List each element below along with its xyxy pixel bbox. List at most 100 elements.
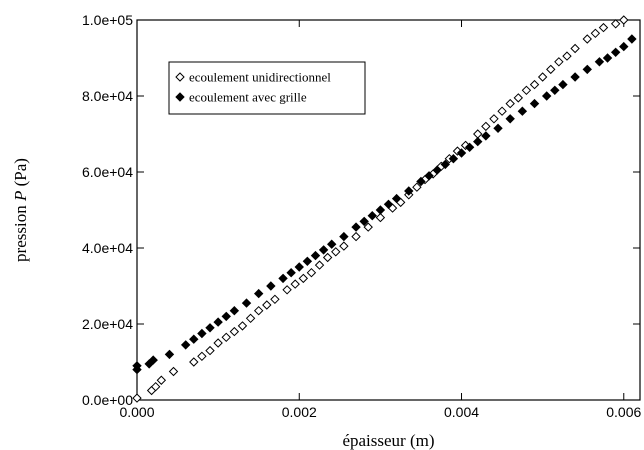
data-point: [221, 332, 231, 343]
data-point: [505, 114, 515, 124]
data-point: [150, 381, 161, 392]
data-point: [351, 231, 361, 242]
data-point: [213, 338, 223, 348]
data-point: [456, 148, 467, 158]
data-point: [627, 34, 637, 44]
data-point: [168, 366, 179, 377]
data-point: [245, 313, 256, 324]
data-point: [367, 210, 377, 221]
data-point: [537, 72, 548, 82]
series-2: [132, 34, 637, 375]
data-point: [339, 241, 349, 251]
y-tick-label: 8.0e+04: [82, 88, 133, 104]
data-point: [513, 93, 524, 103]
data-point: [318, 245, 329, 255]
x-axis-label: épaisseur (m): [342, 431, 434, 450]
data-point: [278, 273, 288, 284]
legend-label: ecoulement unidirectionnel: [189, 70, 331, 85]
y-tick-label: 4.0e+04: [82, 240, 133, 256]
data-point: [148, 355, 158, 365]
data-point: [286, 267, 296, 278]
data-point: [197, 351, 207, 362]
data-point: [619, 41, 629, 52]
data-point: [298, 273, 309, 284]
data-point: [310, 250, 321, 261]
data-point: [619, 15, 629, 25]
data-point: [493, 123, 503, 134]
data-point: [517, 106, 528, 116]
data-point: [156, 375, 167, 385]
data-point: [290, 279, 300, 289]
data-point: [554, 57, 564, 67]
y-axis-label-suffix: (Pa): [11, 158, 30, 191]
y-tick-label: 1.0e+05: [82, 12, 133, 28]
data-point: [497, 106, 507, 116]
x-tick-label: 0.004: [444, 404, 479, 420]
data-point: [213, 317, 223, 327]
data-point: [270, 294, 280, 305]
data-point: [558, 79, 568, 90]
data-point: [331, 247, 341, 257]
x-tick-label: 0.002: [282, 404, 317, 420]
legend-marker: [175, 72, 185, 82]
data-point: [322, 252, 333, 263]
data-point: [610, 47, 621, 58]
y-tick-label: 6.0e+04: [82, 164, 133, 180]
data-point: [391, 193, 402, 204]
data-point: [582, 64, 592, 75]
data-point: [306, 267, 317, 278]
y-axis-label-prefix: pression: [11, 201, 30, 262]
data-point: [375, 212, 386, 223]
data-point: [302, 256, 313, 267]
data-point: [610, 19, 621, 29]
data-point: [229, 305, 240, 316]
data-point: [582, 34, 592, 44]
data-point: [327, 239, 337, 249]
data-point: [424, 171, 434, 181]
x-tick-label: 0.000: [119, 404, 154, 420]
data-point: [180, 340, 191, 350]
data-point: [562, 51, 572, 61]
axis-ticks: 0.000 0.002 0.004 0.006 0.0e+00 2.0e+04 4.0e+0…: [82, 12, 641, 420]
plot-area: [136, 19, 641, 401]
data-point: [481, 121, 491, 132]
data-point: [541, 91, 552, 101]
legend-box: [168, 61, 366, 115]
data-point: [521, 85, 532, 96]
data-point: [602, 53, 613, 63]
data-point: [363, 222, 373, 232]
data-point: [416, 176, 426, 187]
data-point: [351, 222, 361, 232]
data-point: [132, 361, 142, 371]
series-layer: [132, 15, 637, 403]
data-point: [339, 231, 349, 242]
data-point: [241, 298, 252, 308]
data-point: [237, 321, 248, 331]
data-point: [550, 85, 560, 96]
data-point: [594, 57, 605, 67]
data-point: [489, 114, 499, 124]
y-tick-label: 2.0e+04: [82, 316, 133, 332]
data-point: [529, 79, 540, 90]
data-point: [473, 136, 483, 147]
data-point: [404, 186, 414, 196]
y-axis-label-variable: P: [11, 191, 30, 202]
data-point: [164, 349, 175, 360]
data-point: [375, 205, 386, 215]
y-axis-label: pression P (Pa): [11, 158, 30, 262]
data-point: [205, 345, 215, 356]
data-point: [473, 129, 483, 139]
data-point: [205, 323, 215, 333]
data-point: [412, 182, 422, 192]
data-point: [262, 300, 272, 310]
data-point: [432, 165, 442, 175]
data-point: [359, 216, 369, 227]
data-point: [189, 357, 199, 367]
data-point: [294, 262, 304, 272]
data-point: [598, 22, 609, 33]
data-point: [253, 288, 264, 299]
legend-label: ecoulement avec grille: [189, 90, 307, 105]
data-point: [266, 281, 276, 291]
data-point: [282, 285, 292, 295]
